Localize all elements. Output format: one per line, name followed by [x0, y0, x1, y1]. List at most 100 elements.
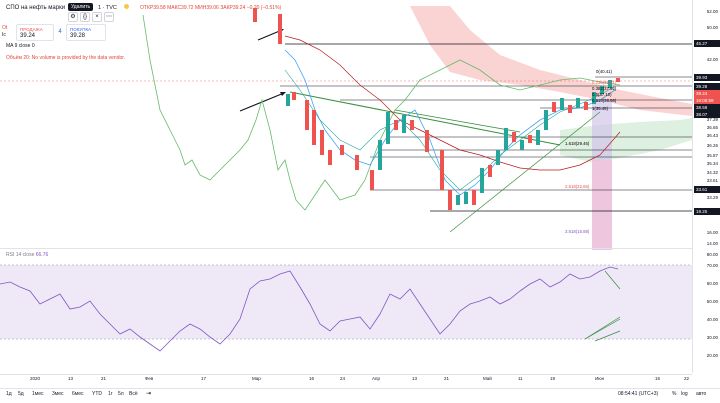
rsi-tick: 30.00 [706, 335, 718, 340]
price-tick: 36.26 [706, 143, 718, 148]
rsi-line [0, 266, 619, 352]
fib-label-1618: 1.618(29.46) [565, 141, 590, 146]
main-chart-canvas[interactable]: 0(40.41) 0.236(39.81) 0.382(37.92) 0.5(3… [0, 0, 692, 374]
symbol-title[interactable]: СПО на нефть марки [6, 5, 66, 11]
buy-button[interactable]: ПОКУПКА 39.28 [66, 24, 106, 41]
sell-button[interactable]: ПРОДАЖА 39.24 [16, 24, 54, 41]
candles [253, 8, 620, 210]
rsi-tick: 20.00 [706, 353, 718, 358]
range-6m[interactable]: 6мес [72, 391, 84, 397]
price-badge: 19.25 [694, 208, 720, 215]
price-tick: 36.43 [706, 133, 718, 138]
rsi-tick: 60.00 [706, 281, 718, 286]
rsi-tick: 40.00 [706, 317, 718, 322]
time-tick: Мар [252, 376, 261, 381]
fib-label-0: 0(40.41) [596, 69, 613, 74]
range-all[interactable]: Всё [129, 391, 138, 397]
price-tick: 35.34 [706, 161, 718, 166]
time-tick: 17 [201, 376, 207, 381]
time-tick: 13 [68, 376, 74, 381]
time-tick: 21 [101, 376, 107, 381]
symbol-suffix: 1 · TVC [98, 5, 117, 11]
close-icon[interactable]: × [92, 12, 102, 22]
range-5d[interactable]: 5д [18, 391, 24, 397]
bottom-toolbar [0, 388, 720, 403]
quantity-value[interactable]: 4 [58, 29, 62, 35]
pane-separator[interactable] [0, 248, 692, 249]
price-badge: 45.27 [694, 40, 720, 47]
time-tick: 13 [412, 376, 418, 381]
rsi-label[interactable]: RSI 14 close 66.76 [6, 252, 49, 258]
ohlc-values: ОТКР39.58 МАКС39.72 МИН39.06 ЗАКР39.24 −… [140, 5, 282, 11]
rsi-tick: 50.00 [706, 299, 718, 304]
sell-label: ПРОДАЖА [20, 27, 43, 32]
fib-label-0382: 0.382(37.92) [592, 86, 617, 91]
rsi-tick: 80.00 [706, 252, 718, 257]
ichimoku-cloud-lower [560, 118, 692, 162]
side-label-ot: Ot [2, 25, 8, 31]
fib-zone-pink [592, 160, 612, 250]
auto-toggle[interactable]: авто [696, 391, 707, 397]
price-tick: 50.00 [706, 25, 718, 30]
price-tick: 36.65 [706, 125, 718, 130]
clock-time[interactable]: 08:54:41 (UTC+3) [618, 391, 659, 397]
price-tick: 33.61 [706, 178, 718, 183]
range-1m[interactable]: 1мес [32, 391, 44, 397]
range-1y[interactable]: 1г [108, 391, 113, 397]
time-tick: 15 [655, 376, 661, 381]
current-price-badge: 39.24 [694, 90, 720, 97]
range-ytd[interactable]: YTD [92, 391, 102, 397]
rsi-trend-4 [604, 270, 621, 290]
log-toggle[interactable]: log [681, 391, 688, 397]
code-icon[interactable]: {} [80, 12, 90, 22]
fib-label-1: 1(35.45) [592, 106, 609, 111]
trend-line-upper [394, 109, 521, 133]
price-tick: 42.00 [706, 57, 718, 62]
more-icon[interactable]: ⋯ [104, 12, 114, 22]
price-tick: 34.32 [706, 170, 718, 175]
range-5y[interactable]: 5л [118, 391, 124, 397]
time-tick: 21 [444, 376, 450, 381]
price-tick: 14.00 [706, 241, 718, 246]
fib-label-2618: 2.618(22.66) [565, 184, 590, 189]
price-tick: 33.29 [706, 195, 718, 200]
ma-line [284, 69, 616, 191]
time-tick: 24 [340, 376, 346, 381]
price-badge: 33.61 [694, 186, 720, 193]
fib-label-0236: 0.236(39.81) [592, 80, 617, 85]
time-tick: Июн [595, 376, 605, 381]
percent-toggle[interactable]: % [672, 391, 677, 397]
status-dot-icon [124, 4, 129, 9]
price-badge: 39.28 [694, 83, 720, 90]
price-tick: 16.00 [706, 230, 718, 235]
chart-header: СПО на нефть марки 1 · TVC Удалить ОТКР3… [0, 0, 680, 22]
time-tick: Май [483, 376, 492, 381]
trend-line-rising [449, 111, 601, 233]
buy-value: 39.28 [70, 33, 86, 39]
time-tick: 19 [550, 376, 556, 381]
fib-label-05: 0.5(37.10) [592, 92, 612, 97]
time-tick: Апр [372, 376, 380, 381]
arrow-head-2 [280, 92, 286, 96]
rsi-pane[interactable] [0, 249, 692, 373]
fib-label-3618: 3.618(15.88) [565, 229, 590, 234]
range-3m[interactable]: 3мес [52, 391, 64, 397]
price-axis[interactable]: 52.00 50.00 42.00 37.39 36.65 36.43 36.2… [692, 0, 720, 360]
rsi-trend-2 [584, 318, 621, 340]
time-tick: 22 [684, 376, 690, 381]
countdown-badge: 16:05:59 [694, 97, 720, 104]
chikou-line [142, 14, 621, 211]
range-1d[interactable]: 1д [6, 391, 12, 397]
price-badge: 38.59 [694, 104, 720, 111]
sell-value: 39.24 [20, 33, 36, 39]
settings-icon[interactable]: ⚙ [68, 12, 78, 22]
side-label-ic: Ic [2, 32, 6, 38]
price-tick: 37.39 [706, 117, 718, 122]
ma-indicator-label[interactable]: MA 9 close 0 [6, 43, 35, 49]
no-volume-notice: Объём 20: No volume is provided by the d… [6, 55, 126, 61]
arrow-annotation-2 [239, 92, 285, 112]
go-to-date-icon[interactable]: ⇥ [146, 391, 152, 397]
time-tick: 11 [518, 376, 523, 381]
rsi-axis[interactable]: 80.00 70.00 60.00 50.00 40.00 30.00 20.0… [692, 249, 720, 373]
time-axis[interactable] [0, 374, 692, 384]
